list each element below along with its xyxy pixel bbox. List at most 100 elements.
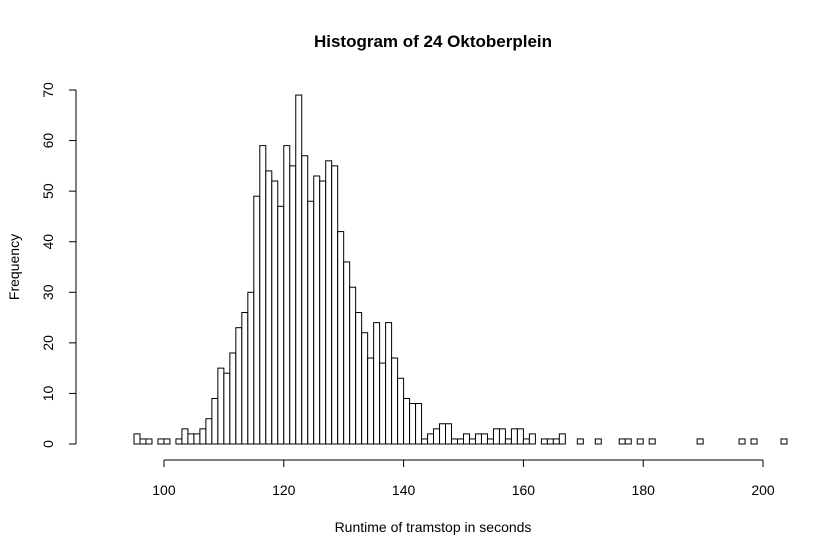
- histogram-bar: [498, 428, 506, 445]
- y-tick-label: 20: [40, 335, 56, 351]
- y-axis: 0 10 20 30 40 50 60 70: [40, 82, 77, 448]
- histogram-bar: [415, 403, 423, 445]
- histogram-bar: [283, 145, 291, 445]
- histogram-bar: [247, 291, 255, 445]
- bars-group: [133, 94, 788, 445]
- histogram-bar: [463, 433, 470, 445]
- histogram-bar: [217, 367, 225, 445]
- histogram-bar: [397, 377, 405, 445]
- histogram-bar: [313, 175, 321, 445]
- histogram-bar: [696, 438, 704, 445]
- y-tick-label: 70: [40, 82, 56, 98]
- y-tick-label: 50: [40, 183, 56, 199]
- histogram-bar: [163, 438, 171, 445]
- histogram-bar: [576, 438, 584, 445]
- histogram-bar: [145, 438, 153, 445]
- histogram-bar: [331, 165, 339, 445]
- histogram-bar: [193, 433, 201, 445]
- histogram-bar: [457, 438, 464, 445]
- histogram-bar: [528, 433, 536, 445]
- histogram-bar: [223, 372, 231, 445]
- histogram-bar: [540, 438, 548, 445]
- histogram-bar: [307, 200, 315, 445]
- histogram-bar: [205, 418, 213, 445]
- histogram-bar: [337, 231, 345, 445]
- histogram-bar: [439, 423, 447, 445]
- histogram-bar: [271, 180, 279, 445]
- histogram-bar: [409, 403, 417, 445]
- histogram-bar: [594, 438, 602, 445]
- histogram-bar: [241, 312, 249, 445]
- histogram-bar: [558, 433, 566, 445]
- histogram-bar: [277, 205, 285, 445]
- histogram-bar: [780, 438, 788, 445]
- chart-title: Histogram of 24 Oktoberplein: [314, 32, 552, 51]
- histogram-bar: [265, 170, 273, 445]
- histogram-bar: [546, 438, 554, 445]
- y-tick-label: 40: [40, 234, 56, 250]
- histogram-bar: [403, 397, 411, 445]
- histogram-bar: [474, 433, 482, 445]
- histogram-bar: [421, 438, 429, 445]
- x-tick-label: 160: [512, 482, 536, 498]
- x-tick-label: 100: [152, 482, 176, 498]
- x-tick-label: 120: [272, 482, 296, 498]
- histogram-bar: [355, 312, 363, 445]
- histogram-bar: [516, 428, 524, 445]
- histogram-bar: [301, 155, 309, 445]
- histogram-bar: [349, 286, 357, 445]
- histogram-bar: [510, 428, 518, 445]
- y-tick-label: 60: [40, 133, 56, 149]
- histogram-bar: [361, 332, 369, 445]
- histogram-bar: [139, 438, 147, 445]
- histogram-bar: [295, 94, 303, 445]
- histogram-bar: [319, 180, 327, 445]
- histogram-bar: [199, 428, 207, 445]
- histogram-bar: [385, 322, 393, 445]
- histogram-bar: [738, 438, 746, 445]
- histogram-bar: [391, 357, 399, 445]
- histogram-bar: [367, 357, 375, 445]
- histogram-bar: [343, 261, 351, 445]
- histogram-bar: [157, 438, 165, 445]
- histogram-bar: [259, 145, 267, 445]
- y-tick-label: 0: [40, 440, 56, 448]
- histogram-bar: [504, 438, 512, 445]
- histogram-bar: [289, 165, 297, 445]
- histogram-bar: [187, 433, 195, 445]
- histogram-bar: [522, 438, 530, 445]
- histogram-bar: [624, 438, 632, 445]
- histogram-bar: [235, 327, 243, 445]
- histogram-bar: [175, 438, 183, 445]
- x-axis: 100 120 140 160 180 200: [152, 459, 775, 498]
- histogram-bar: [211, 397, 219, 445]
- histogram-bar: [253, 195, 261, 445]
- histogram-bar: [750, 438, 758, 445]
- histogram-bar: [618, 438, 626, 445]
- histogram-bar: [433, 428, 441, 445]
- histogram-bar: [373, 322, 381, 445]
- histogram-bar: [445, 423, 453, 445]
- histogram-bar: [480, 433, 488, 445]
- y-tick-label: 30: [40, 284, 56, 300]
- histogram-bar: [486, 438, 494, 445]
- histogram-bar: [325, 160, 333, 445]
- histogram-bar: [379, 362, 387, 445]
- histogram-bar: [492, 428, 500, 445]
- histogram-bar: [648, 438, 656, 445]
- histogram-bar: [133, 433, 141, 445]
- histogram-bar: [636, 438, 644, 445]
- x-tick-label: 200: [751, 482, 775, 498]
- histogram-bar: [181, 428, 189, 445]
- y-axis-label: Frequency: [6, 234, 22, 300]
- x-tick-label: 180: [632, 482, 656, 498]
- x-tick-label: 140: [392, 482, 416, 498]
- x-axis-label: Runtime of tramstop in seconds: [335, 519, 532, 535]
- histogram-bar: [427, 433, 435, 445]
- histogram-bar: [451, 438, 459, 445]
- histogram-bar: [468, 438, 476, 445]
- y-tick-label: 10: [40, 385, 56, 401]
- histogram-bar: [552, 438, 560, 445]
- histogram-bar: [229, 352, 237, 445]
